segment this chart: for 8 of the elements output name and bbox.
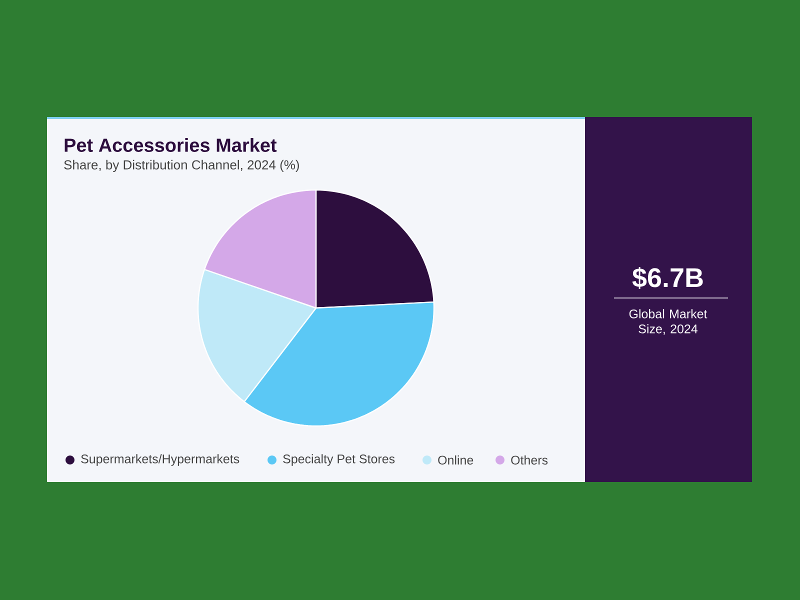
legend-label: Specialty Pet Stores: [283, 454, 395, 466]
chart-subtitle: Share, by Distribution Channel, 2024 (%): [64, 160, 299, 172]
text: $6.7B: [632, 266, 703, 290]
legend-label: Online: [438, 455, 474, 465]
legend-label: Supermarkets/Hypermarkets: [81, 454, 240, 466]
text: Global Market Size, 2024: [629, 309, 708, 335]
legend-label: Others: [511, 455, 548, 465]
chart-title: Pet Accessories Market: [64, 138, 277, 152]
